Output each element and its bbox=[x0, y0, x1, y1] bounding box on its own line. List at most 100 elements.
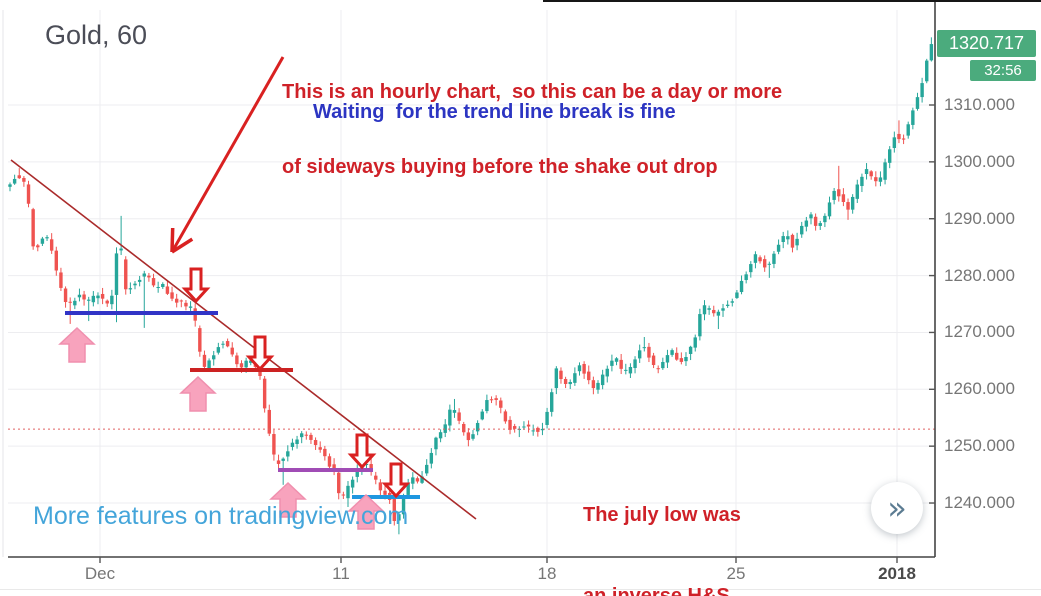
candle-body bbox=[874, 177, 878, 182]
candle-body bbox=[100, 293, 105, 299]
candle-body bbox=[17, 175, 21, 179]
candle-body bbox=[753, 254, 758, 263]
pink-up-arrow bbox=[347, 493, 385, 530]
candle-body bbox=[239, 363, 244, 368]
candle-body bbox=[536, 427, 540, 432]
candle-body bbox=[8, 184, 12, 187]
candle-body bbox=[540, 428, 545, 431]
candle-body bbox=[249, 360, 253, 363]
candle-body bbox=[577, 365, 582, 372]
candle-body bbox=[693, 337, 697, 348]
candle-body bbox=[605, 368, 609, 377]
candle-body bbox=[786, 236, 790, 240]
candle-body bbox=[591, 380, 596, 389]
candle-body bbox=[323, 448, 327, 457]
candle-body bbox=[911, 110, 915, 125]
candle-body bbox=[832, 190, 836, 200]
candle-body bbox=[244, 360, 248, 368]
candle-body bbox=[54, 250, 58, 271]
annotation-line: an inverse H&S bbox=[583, 585, 730, 596]
candle-body bbox=[299, 433, 304, 438]
candle-body bbox=[429, 452, 434, 464]
candle-body bbox=[174, 298, 179, 303]
candle-body bbox=[494, 398, 498, 400]
candle-body bbox=[318, 447, 322, 450]
candle-body bbox=[568, 381, 572, 385]
candle-body bbox=[91, 295, 96, 303]
candle-body bbox=[235, 355, 239, 365]
candle-body bbox=[619, 359, 623, 369]
candle-body bbox=[147, 275, 151, 278]
callout-arrow-head bbox=[170, 227, 175, 253]
candle-body bbox=[596, 382, 600, 390]
candle-body bbox=[633, 359, 637, 368]
drawings[interactable] bbox=[8, 56, 935, 530]
candle-body bbox=[202, 354, 207, 367]
candle-body bbox=[225, 341, 230, 347]
candle-body bbox=[272, 434, 276, 455]
candle-body bbox=[906, 124, 910, 136]
candle-body bbox=[878, 177, 883, 182]
candle-body bbox=[712, 309, 716, 314]
time-axis[interactable]: Dec 11 18 25 2018 bbox=[0, 564, 1041, 586]
annotation-july-note[interactable]: The july low was an inverse H&S bbox=[583, 448, 741, 596]
annotation-hourly-note[interactable]: This is an hourly chart, so this can be … bbox=[282, 30, 782, 230]
candle-body bbox=[216, 347, 221, 353]
candle-body bbox=[637, 350, 642, 359]
candle-body bbox=[892, 137, 897, 148]
candle-body bbox=[374, 475, 378, 480]
pink-up-arrow bbox=[58, 326, 96, 363]
candle-body bbox=[559, 370, 563, 380]
candle-body bbox=[179, 300, 184, 302]
candle-body bbox=[841, 194, 846, 202]
scroll-to-realtime-button[interactable]: » bbox=[871, 482, 923, 534]
annotation-trendline-note[interactable]: Waiting for the trend line break is fine bbox=[313, 101, 676, 123]
candle-body bbox=[327, 456, 332, 467]
candle-body bbox=[133, 283, 137, 286]
candle-body bbox=[401, 496, 406, 515]
top-border-artifact bbox=[543, 0, 1041, 2]
candle-body bbox=[554, 368, 559, 389]
candle-body bbox=[744, 274, 748, 281]
candle-body bbox=[96, 295, 100, 299]
candle-body bbox=[545, 411, 549, 425]
candle-body bbox=[475, 422, 480, 432]
candle-body bbox=[679, 358, 684, 362]
candle-body bbox=[364, 464, 369, 466]
candle-body bbox=[230, 347, 234, 355]
candle-body bbox=[68, 301, 72, 303]
candle-body bbox=[128, 288, 133, 290]
candle-body bbox=[587, 371, 591, 381]
candle-body bbox=[869, 171, 873, 177]
candle-body bbox=[471, 434, 475, 439]
callout-arrow-head bbox=[171, 237, 194, 254]
candle-body bbox=[31, 209, 35, 247]
countdown-badge: 32:56 bbox=[970, 60, 1036, 82]
time-tick-label: 25 bbox=[726, 564, 746, 583]
candle-body bbox=[337, 472, 341, 494]
candle-body bbox=[452, 410, 457, 413]
candle-body bbox=[397, 514, 401, 521]
candle-body bbox=[512, 426, 517, 429]
candle-body bbox=[795, 238, 799, 246]
candle-body bbox=[87, 299, 91, 301]
candle-body bbox=[920, 83, 924, 98]
candle-body bbox=[355, 470, 359, 477]
candle-body bbox=[573, 373, 577, 383]
candle-body bbox=[281, 458, 285, 461]
candle-body bbox=[888, 149, 892, 163]
candle-body bbox=[12, 178, 17, 184]
candle-body bbox=[489, 399, 494, 401]
candle-body bbox=[114, 253, 119, 295]
candle-body bbox=[781, 236, 785, 243]
candle-body bbox=[642, 347, 647, 349]
candle-body bbox=[846, 202, 850, 210]
candle-body bbox=[522, 426, 526, 428]
red-down-arrow bbox=[181, 267, 211, 304]
candle-body bbox=[198, 328, 202, 352]
candle-body bbox=[925, 60, 929, 82]
candle-body bbox=[378, 482, 383, 491]
candle-body bbox=[170, 292, 174, 299]
